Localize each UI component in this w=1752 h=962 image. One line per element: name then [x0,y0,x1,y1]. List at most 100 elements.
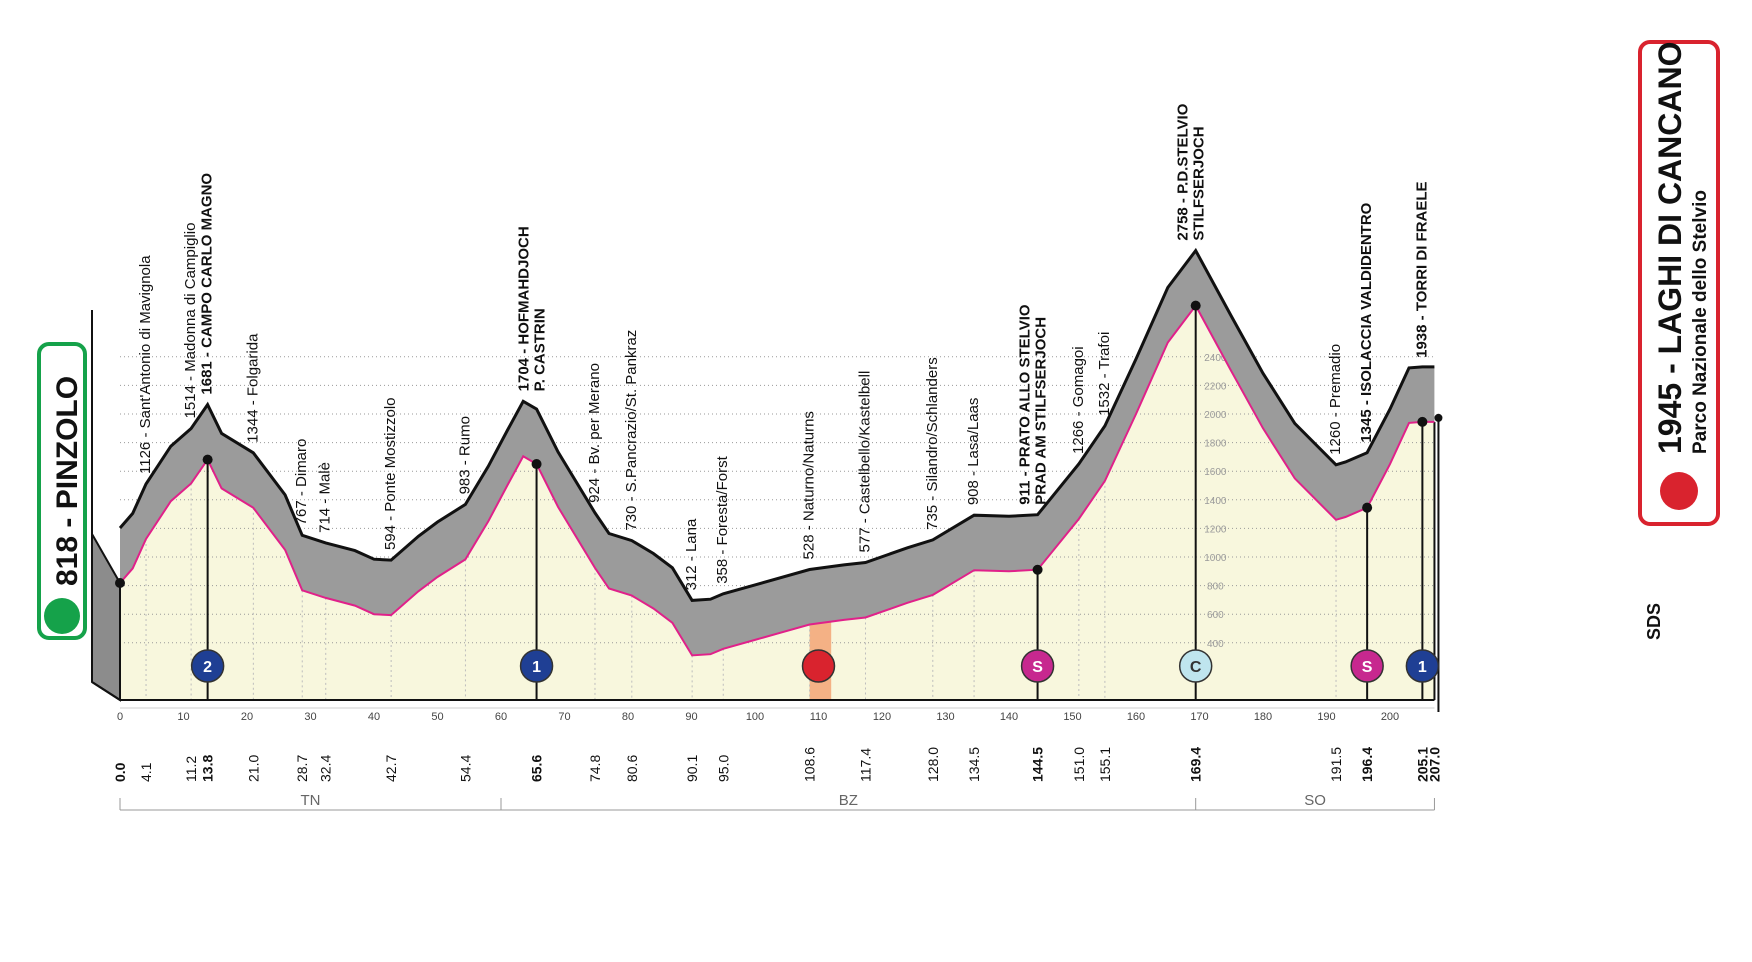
axis-tick-label: 140 [1000,711,1018,723]
axis-tick-label: 0 [117,711,123,723]
axis-tick-label: 160 [1127,711,1145,723]
key-point-dot [531,459,542,470]
place-label-line2: STILFSERJOCH [1191,126,1208,240]
place-label: 714 - Malè [317,462,334,533]
km-marker-label: 28.7 [294,755,310,782]
climb-badge-label: S [1032,659,1043,676]
base-area [120,305,1435,700]
finish-label: 1945 - LAGHI DI CANCANO [1652,41,1688,455]
place-label: 577 - Castelbello/Kastelbell [856,371,873,553]
altitude-scale-label: 1600 [1204,467,1227,478]
km-marker-label: 155.1 [1097,747,1113,782]
finish-box: 1945 - LAGHI DI CANCANO Parco Nazionale … [1638,40,1720,526]
key-point-dot [1362,502,1373,513]
km-marker-label: 74.8 [587,755,603,782]
altitude-scale-label: 2000 [1204,410,1227,421]
axis-tick-label: 190 [1317,711,1335,723]
climb-badge-label: 1 [1418,659,1427,676]
place-label-line2: P. CASTRIN [532,308,549,391]
place-label: 2758 - P.D.STELVIO [1175,103,1192,240]
finish-name: LAGHI DI CANCANO [1652,41,1688,355]
climb-badge [1350,649,1384,683]
place-label: 594 - Ponte Mostizzolo [382,397,399,550]
axis-tick-label: 110 [810,711,828,723]
altitude-scale-label: 800 [1207,582,1224,593]
place-label: 1260 - Premadio [1327,344,1344,455]
place-label: 1681 - CAMPO CARLO MAGNO [199,173,216,395]
altitude-scale-label: 1400 [1204,496,1227,507]
region-label: SO [1304,792,1326,809]
baseline-left [91,681,121,701]
start-name: PINZOLO [51,375,84,510]
altitude-scale-label: 1200 [1204,524,1227,535]
km-marker-label: 196.4 [1359,747,1375,782]
km-marker-label: 90.1 [684,755,700,782]
altitude-scale-label: 600 [1207,610,1224,621]
key-point-dot [115,578,125,589]
km-marker-label: 191.5 [1328,747,1344,782]
km-marker-label: 65.6 [529,755,545,782]
altitude-scale-label: 2200 [1204,381,1227,392]
place-label: 767 - Dimaro [293,439,310,526]
axis-tick-label: 120 [873,711,891,723]
place-label: 1514 - Madonna di Campiglio [182,223,199,419]
place-label: 911 - PRATO ALLO STELVIO [1017,304,1034,505]
start-bike-icon [44,598,80,634]
place-label: 1344 - Folgarida [244,333,261,443]
finish-bike-icon [1660,472,1698,510]
axis-tick-label: 10 [177,711,189,723]
place-label: 1704 - HOFMAHDJOCH [516,226,533,391]
start-label: 818 - PINZOLO [51,375,84,586]
place-label: 1266 - Gomagoi [1070,346,1087,454]
climb-badge-label: 2 [203,659,212,676]
finish-dot [1434,413,1443,422]
place-label: 924 - Bv. per Merano [586,363,603,503]
key-point-dot [202,454,213,465]
key-point-dot [1032,564,1043,575]
place-label: 1126 - Sant'Antonio di Mavignola [137,255,154,474]
km-marker-label: 80.6 [624,755,640,782]
km-marker-label: 42.7 [383,755,399,782]
climb-badge [1020,649,1055,683]
place-label: 908 - Lasa/Laas [965,398,982,506]
climb-badge [519,649,554,683]
region-label: TN [301,792,321,809]
climb-badge-label: C [1190,659,1202,676]
finish-altitude: 1945 [1652,382,1688,454]
place-label-line2: PRAD AM STILFSERJOCH [1033,317,1050,505]
profile-top-outline [118,247,1435,602]
axis-tick-label: 60 [495,711,507,723]
axis-tick-label: 20 [241,711,253,723]
profile-band [120,250,1435,656]
climb-badge-label: S [1362,659,1373,676]
km-marker-label: 151.0 [1071,747,1087,782]
km-marker-label: 207.0 [1426,747,1442,782]
place-label: 735 - Silandro/Schlanders [924,357,941,530]
altitude-scale-label: 400 [1207,639,1224,650]
km-marker-label: 117.4 [857,748,873,782]
axis-tick-label: 150 [1063,711,1081,723]
key-point-dot [1190,300,1201,311]
profile-pink-line [119,303,1435,657]
axis-tick-label: 130 [936,711,954,723]
start-box: 818 - PINZOLO [37,342,87,640]
place-label: 730 - S.Pancrazio/St. Pankraz [623,330,640,531]
key-point-dot [1417,416,1428,427]
climb-badge [1178,649,1213,683]
altitude-scale-label: 2400 [1204,353,1227,364]
profile-left-wall [91,530,121,702]
axis-tick-label: 180 [1254,711,1272,723]
km-marker-label: 95.0 [715,755,731,782]
feed-zone-badge [801,649,836,683]
climb-badge [1405,649,1440,683]
axis-tick-label: 90 [685,711,697,723]
altitude-scale-label: 1000 [1204,553,1227,564]
brand-logo: SDS [1644,603,1664,640]
axis-tick-label: 200 [1381,711,1399,723]
km-marker-label: 13.8 [200,755,216,782]
axis-tick-label: 100 [746,711,764,723]
km-marker-label: 21.0 [245,755,261,782]
start-altitude: 818 [51,535,84,586]
